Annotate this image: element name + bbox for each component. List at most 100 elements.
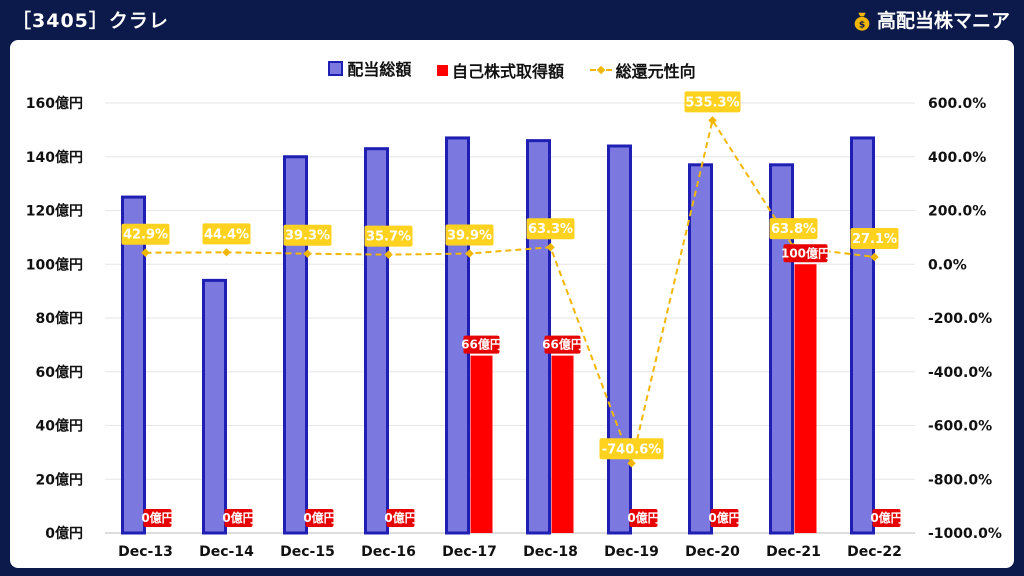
payout-point	[303, 249, 312, 258]
y-right-tick-label: -600.0%	[928, 419, 992, 435]
y-right-tick-label: -200.0%	[928, 311, 992, 327]
y-left-tick-label: 20億円	[36, 471, 83, 488]
legend-swatch-buyback	[436, 64, 448, 76]
bar-buyback	[470, 355, 493, 533]
payout-point	[222, 248, 231, 257]
buyback-label-box	[463, 335, 500, 354]
buyback-data-label: 100億円	[781, 245, 830, 260]
payout-data-label: 39.9%	[447, 229, 492, 244]
y-left-tick-label: 140億円	[26, 149, 83, 166]
x-tick-label: Dec-14	[199, 544, 254, 560]
payout-label-box	[850, 227, 899, 249]
x-tick-label: Dec-15	[280, 544, 335, 560]
page-title: ［3405］クラレ	[12, 10, 169, 32]
y-right-tick-label: -1000.0%	[928, 526, 1002, 542]
buyback-data-label: 0億円	[627, 510, 659, 525]
payout-point	[627, 459, 636, 468]
legend-swatch-dividend	[328, 60, 344, 76]
bar-dividend	[283, 155, 308, 535]
x-tick-label: Dec-22	[847, 544, 902, 560]
payout-data-label: 35.7%	[366, 230, 411, 245]
svg-text:$: $	[859, 19, 865, 30]
legend-swatch-payout	[589, 64, 612, 76]
payout-data-label: 27.1%	[852, 232, 897, 247]
buyback-label-box	[872, 509, 901, 527]
bar-buyback	[794, 264, 817, 533]
payout-label-box	[364, 225, 413, 247]
y-left-tick-label: 60億円	[36, 364, 83, 381]
bar-dividend	[607, 144, 632, 535]
y-right-tick-label: 200.0%	[928, 204, 986, 220]
buyback-label-box	[224, 509, 253, 527]
x-tick-label: Dec-17	[442, 544, 497, 560]
payout-line	[145, 117, 875, 467]
bar-dividend	[445, 136, 470, 535]
legend-item-buyback: 自己株式取得額	[436, 58, 564, 82]
payout-label-box	[684, 91, 741, 113]
bar-dividend	[850, 136, 875, 535]
y-left-tick-label: 100億円	[26, 256, 83, 273]
payout-data-label: 42.9%	[123, 228, 168, 243]
y-right-tick-label: 0.0%	[928, 257, 967, 273]
legend-label-buyback: 自己株式取得額	[451, 62, 564, 81]
legend-item-dividend: 配当総額	[328, 56, 411, 80]
buyback-label-box	[783, 244, 828, 263]
buyback-data-label: 0億円	[141, 510, 173, 525]
buyback-data-label: 0億円	[222, 510, 254, 525]
x-tick-label: Dec-19	[604, 544, 659, 560]
payout-label-box	[769, 218, 818, 240]
payout-data-label: 39.3%	[285, 229, 330, 244]
legend: 配当総額 自己株式取得額 総還元性向	[10, 56, 1014, 82]
bar-dividend	[202, 278, 227, 535]
payout-point	[384, 250, 393, 259]
buyback-data-label: 0億円	[303, 510, 335, 525]
bar-buyback	[551, 355, 574, 533]
payout-data-label: 63.3%	[528, 222, 573, 237]
x-tick-label: Dec-20	[685, 544, 740, 560]
y-left-tick-label: 80億円	[36, 310, 83, 327]
x-tick-label: Dec-18	[523, 544, 578, 560]
payout-data-label: 535.3%	[685, 95, 739, 110]
payout-label-box	[283, 224, 332, 246]
buyback-label-box	[386, 509, 415, 527]
x-tick-label: Dec-13	[118, 544, 173, 560]
chart-panel: 配当総額 自己株式取得額 総還元性向 0億円 20億円 40億円 60億円 80億円 10…	[10, 40, 1014, 568]
buyback-label-box	[544, 335, 581, 354]
payout-data-label: 63.8%	[771, 222, 816, 237]
y-right-tick-label: -400.0%	[928, 365, 992, 381]
money-bag-icon: $	[854, 12, 870, 31]
payout-point	[465, 249, 474, 258]
buyback-data-label: 0億円	[708, 510, 740, 525]
brand-logo: $ 高配当株マニア	[851, 6, 1010, 36]
y-left-tick-label: 120億円	[26, 203, 83, 220]
buyback-label-box	[629, 509, 658, 527]
buyback-data-label: 0億円	[870, 510, 902, 525]
bar-dividend	[364, 147, 389, 535]
x-tick-label: Dec-21	[766, 544, 821, 560]
x-tick-label: Dec-16	[361, 544, 416, 560]
payout-label-box	[526, 218, 575, 240]
buyback-label-box	[710, 509, 739, 527]
payout-point	[141, 248, 150, 257]
y-right-tick-label: -800.0%	[928, 472, 992, 488]
payout-data-label: 44.4%	[204, 227, 249, 242]
y-left-tick-label: 40億円	[36, 418, 83, 435]
combo-chart: 0億円 20億円 40億円 60億円 80億円 100億円 120億円 140億円 160億円 -…	[26, 91, 1002, 560]
payout-label-box	[202, 223, 251, 245]
buyback-data-label: 66億円	[461, 337, 502, 352]
legend-label-payout: 総還元性向	[615, 61, 696, 81]
y-left-tick-label: 0億円	[45, 525, 83, 542]
buyback-data-label: 0億円	[384, 510, 416, 525]
y-right-tick-label: 400.0%	[928, 150, 986, 166]
y-left-tick-label: 160億円	[26, 95, 83, 112]
payout-label-box	[445, 224, 494, 246]
buyback-label-box	[305, 509, 334, 527]
bar-dividend	[688, 163, 713, 535]
brand-name: 高配当株マニア	[876, 10, 1010, 32]
y-right-tick-label: 600.0%	[928, 96, 986, 112]
buyback-label-box	[143, 509, 172, 527]
payout-label-box	[121, 223, 170, 245]
payout-data-label: -740.6%	[602, 442, 662, 457]
buyback-data-label: 66億円	[542, 337, 583, 352]
